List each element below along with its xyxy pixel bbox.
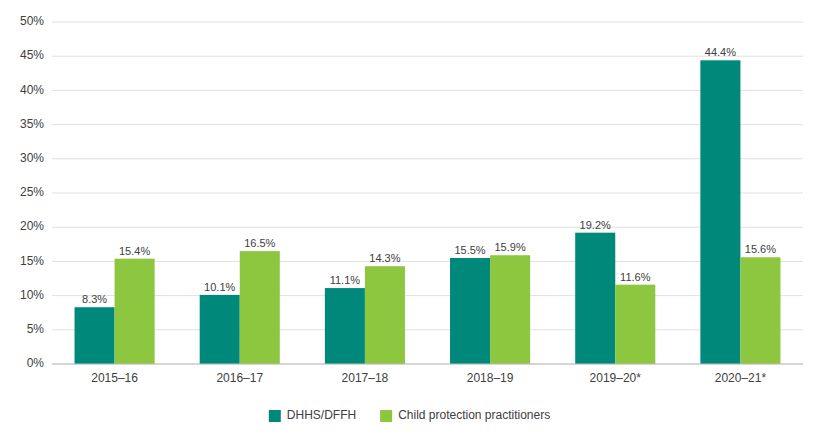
data-label: 15.9%	[495, 241, 526, 253]
grid-line	[52, 329, 803, 330]
bar	[200, 295, 240, 364]
y-tick-label: 15%	[20, 254, 44, 268]
data-label: 11.6%	[620, 271, 651, 283]
y-tick-label: 40%	[20, 83, 44, 97]
data-labels: 8.3% 10.1% 11.1% 15.5% 19.2% 44.4% 15.4% 16.5% 1…	[82, 46, 776, 305]
grid-line	[52, 56, 803, 57]
grid-line	[52, 193, 803, 194]
legend-label: Child protection practitioners	[398, 408, 550, 422]
x-tick-label: 2015–16	[91, 371, 138, 385]
y-tick-label: 45%	[20, 48, 44, 62]
data-label: 10.1%	[204, 281, 235, 293]
bar	[700, 60, 740, 364]
x-tick-label: 2019–20*	[590, 371, 642, 385]
y-tick-label: 25%	[20, 185, 44, 199]
bar	[450, 258, 490, 364]
y-tick-label: 50%	[20, 14, 44, 28]
x-tick-label: 2020–21*	[715, 371, 767, 385]
grid-line	[52, 158, 803, 159]
grid-line	[52, 90, 803, 91]
legend-item: Child protection practitioners	[380, 408, 550, 422]
legend-swatch	[380, 410, 392, 422]
bar	[365, 266, 405, 364]
chart-svg: 0% 5% 10% 15% 20% 25% 30% 35% 40% 45% 50% 8.3% 10.1%…	[0, 0, 819, 438]
legend-label: DHHS/DFFH	[287, 408, 356, 422]
legend-item: DHHS/DFFH	[269, 408, 356, 422]
grid-line	[52, 261, 803, 262]
data-label: 44.4%	[705, 46, 736, 58]
legend: DHHS/DFFH Child protection practitioners	[269, 408, 550, 422]
chart-container: 0% 5% 10% 15% 20% 25% 30% 35% 40% 45% 50% 8.3% 10.1%…	[0, 0, 819, 438]
data-label: 15.6%	[745, 243, 776, 255]
bar	[490, 255, 530, 364]
grid	[52, 22, 803, 364]
x-tick-label: 2016–17	[216, 371, 263, 385]
bar	[740, 257, 780, 364]
data-label: 11.1%	[330, 274, 361, 286]
bar	[115, 259, 155, 364]
grid-line	[52, 364, 803, 365]
x-axis-line	[52, 364, 803, 365]
grid-line	[52, 295, 803, 296]
data-label: 15.4%	[119, 245, 150, 257]
y-tick-label: 35%	[20, 117, 44, 131]
data-label: 15.5%	[454, 244, 485, 256]
bar	[240, 251, 280, 364]
bars	[75, 60, 781, 364]
y-tick-label: 5%	[27, 322, 45, 336]
y-tick-label: 20%	[20, 219, 44, 233]
bar	[75, 307, 115, 364]
data-label: 14.3%	[369, 252, 400, 264]
y-tick-label: 0%	[27, 356, 45, 370]
grid-line	[52, 124, 803, 125]
y-tick-label: 30%	[20, 151, 44, 165]
data-label: 19.2%	[580, 219, 611, 231]
bar	[575, 233, 615, 364]
data-label: 16.5%	[244, 237, 275, 249]
x-tick-label: 2018–19	[467, 371, 514, 385]
grid-line	[52, 22, 803, 23]
grid-line	[52, 227, 803, 228]
y-tick-label: 10%	[20, 288, 44, 302]
bar	[325, 288, 365, 364]
legend-swatch	[269, 410, 281, 422]
data-label: 8.3%	[82, 293, 107, 305]
x-tick-label: 2017–18	[342, 371, 389, 385]
bar	[615, 285, 655, 364]
